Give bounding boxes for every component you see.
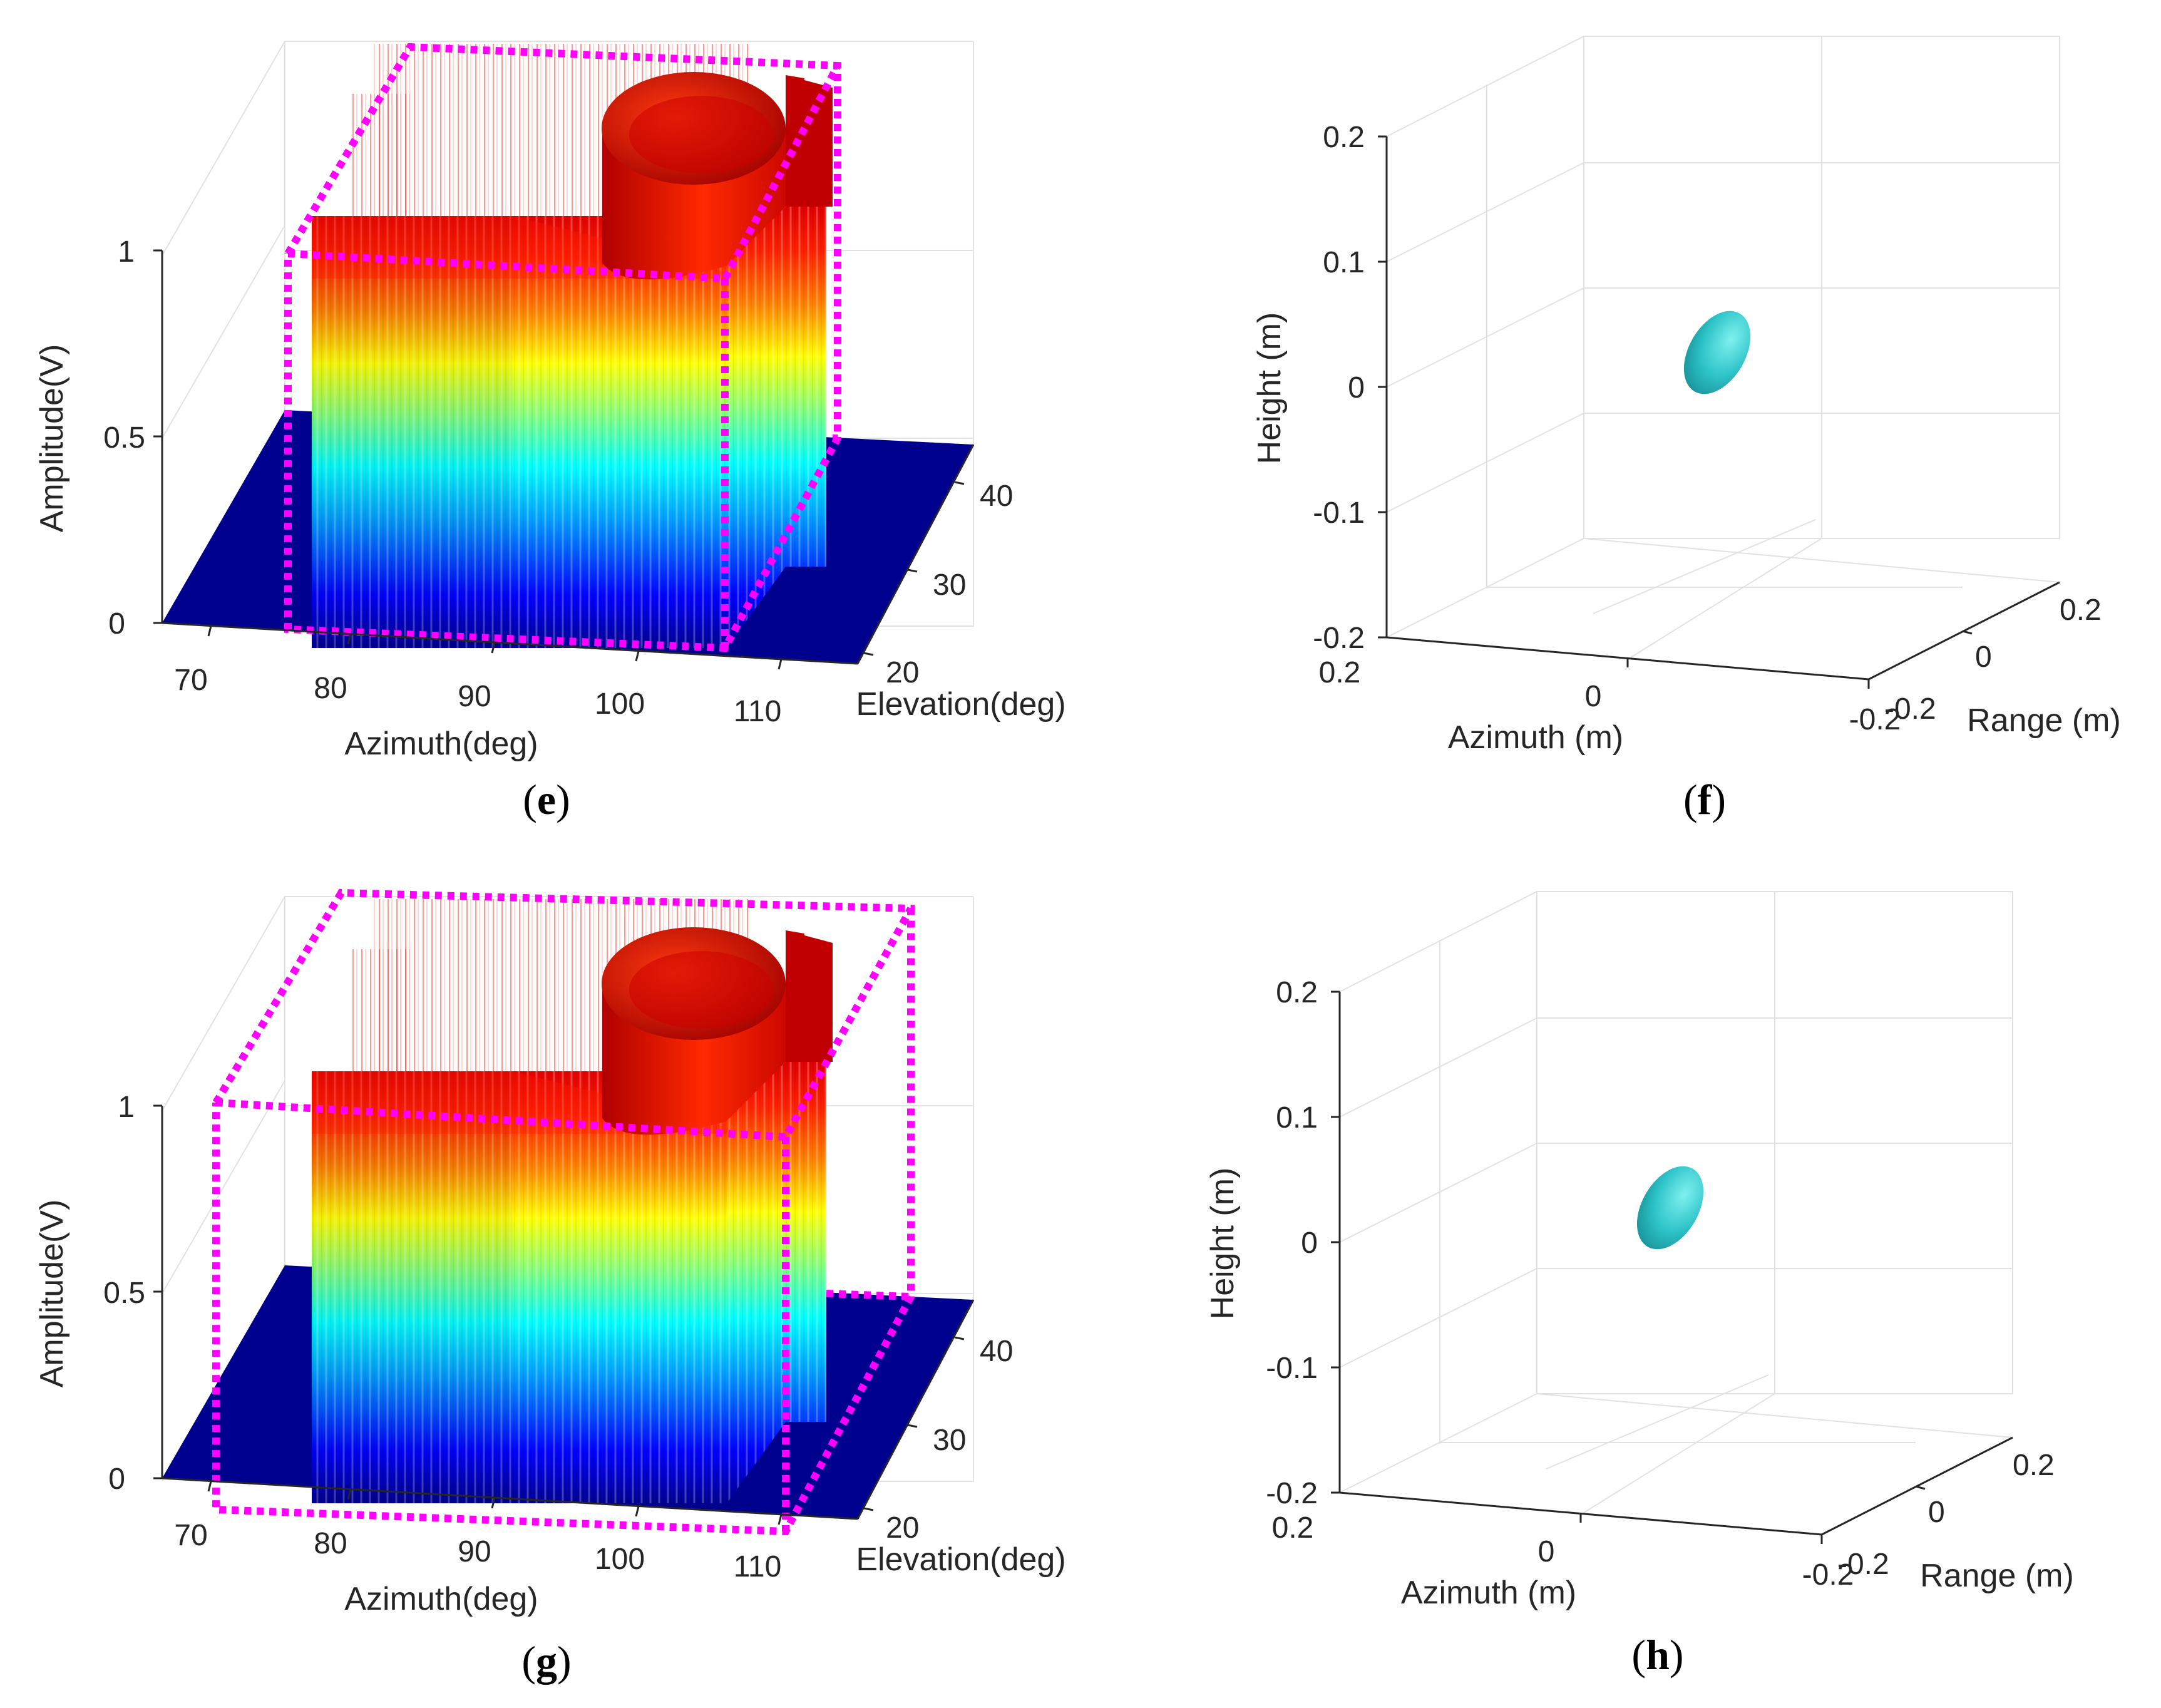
panel-h-axes — [1331, 990, 2013, 1544]
panel-h-grid — [1339, 891, 2013, 1535]
panel-g-highlight-box — [212, 888, 915, 1536]
panel-f-target-ellipsoid — [1683, 311, 1751, 394]
tick-label: 30 — [933, 1424, 966, 1457]
tick-label: 0 — [108, 1463, 125, 1496]
panel-h-target-ellipsoid — [1636, 1166, 1704, 1250]
panel-e-axes — [153, 249, 975, 670]
tick-label: 90 — [458, 680, 491, 713]
tick-label: 0 — [1348, 371, 1365, 404]
tick-label: -0.2 — [1884, 692, 1936, 726]
tick-label: -0.2 — [1802, 1558, 1854, 1592]
panel-g-axes — [153, 1104, 975, 1525]
tick-label: -0.1 — [1313, 496, 1365, 530]
panel-f: -0.2 -0.1 0 0.1 0.2 0.2 0 -0.2 -0.2 0 0.… — [1251, 36, 2121, 823]
tick-label: 40 — [980, 480, 1013, 513]
tick-label: 80 — [314, 672, 347, 705]
panel-e-zlabel: Amplitude(V) — [34, 344, 70, 533]
panel-f-z-ticks: -0.2 -0.1 0 0.1 0.2 — [1313, 121, 1365, 655]
tick-label: 0 — [1585, 680, 1602, 713]
panel-f-ylabel: Range (m) — [1967, 702, 2121, 739]
panel-g-zlabel: Amplitude(V) — [34, 1200, 70, 1388]
panel-h-ylabel: Range (m) — [1920, 1558, 2074, 1594]
tick-label: 0 — [108, 607, 125, 640]
tick-label: 0 — [1538, 1535, 1555, 1568]
panel-e-caption: (e) — [523, 776, 570, 823]
tick-label: 0.2 — [1323, 121, 1365, 154]
tick-label: 70 — [174, 1519, 207, 1552]
tick-label: 80 — [314, 1527, 347, 1560]
tick-label: 0.5 — [103, 1277, 145, 1310]
tick-label: 0.2 — [1272, 1511, 1314, 1545]
tick-label: 20 — [886, 1511, 919, 1545]
tick-label: 0 — [1928, 1496, 1945, 1529]
panel-e-y-ticks: 20 30 40 — [886, 480, 1013, 689]
tick-label: 0.2 — [2013, 1449, 2055, 1482]
tick-label: 40 — [980, 1335, 1013, 1368]
panel-e-ghost-left — [351, 94, 410, 216]
panel-h-x-ticks: 0.2 0 -0.2 — [1272, 1511, 1854, 1592]
tick-label: 0.1 — [1323, 246, 1365, 279]
panel-g-z-ticks: 0 0.5 1 — [103, 1091, 145, 1496]
tick-label: -0.2 — [1849, 703, 1901, 736]
panel-f-grid — [1386, 36, 2060, 680]
panel-g-y-ticks: 20 30 40 — [886, 1335, 1013, 1545]
panel-h-xlabel: Azimuth (m) — [1401, 1575, 1576, 1611]
panel-e-ylabel: Elevation(deg) — [856, 686, 1065, 723]
tick-label: 0 — [1975, 640, 1992, 674]
panel-e-x-ticks: 70 80 90 100 110 — [174, 664, 781, 728]
panel-f-caption: (f) — [1683, 776, 1726, 823]
tick-label: 0.2 — [1319, 656, 1361, 689]
tick-label: 90 — [458, 1535, 491, 1568]
panel-g-ylabel: Elevation(deg) — [856, 1541, 1065, 1578]
panel-g-ghost-left — [351, 949, 410, 1071]
tick-label: 0 — [1301, 1227, 1318, 1260]
panel-f-axes — [1378, 135, 2060, 689]
panel-g-xlabel: Azimuth(deg) — [344, 1581, 538, 1617]
panel-e: 0 0.5 1 70 80 90 100 110 20 30 40 Amplit… — [34, 41, 1066, 823]
tick-label: -0.2 — [1837, 1548, 1889, 1581]
tick-label: 110 — [734, 695, 782, 728]
tick-label: 0.5 — [103, 421, 145, 455]
panel-h-zlabel: Height (m) — [1204, 1168, 1241, 1320]
panel-e-highlight-box — [284, 43, 841, 652]
panel-g-x-ticks: 70 80 90 100 110 — [174, 1519, 781, 1583]
tick-label: 70 — [174, 664, 207, 697]
panel-f-xlabel: Azimuth (m) — [1448, 719, 1623, 756]
tick-label: 110 — [734, 1550, 782, 1583]
tick-label: -0.2 — [1313, 622, 1365, 655]
tick-label: 30 — [933, 568, 966, 602]
tick-label: 1 — [118, 235, 135, 269]
panel-f-zlabel: Height (m) — [1251, 312, 1288, 465]
panel-h-z-ticks: -0.2 -0.1 0 0.1 0.2 — [1266, 976, 1318, 1510]
tick-label: 100 — [595, 687, 645, 721]
panel-g: 0 0.5 1 70 80 90 100 110 20 30 40 Amplit… — [34, 888, 1066, 1685]
panel-f-x-ticks: 0.2 0 -0.2 — [1319, 656, 1901, 736]
panel-g-caption: (g) — [521, 1637, 571, 1685]
panel-h-y-ticks: -0.2 0 0.2 — [1837, 1449, 2055, 1581]
tick-label: -0.1 — [1266, 1352, 1318, 1385]
tick-label: 20 — [886, 656, 919, 689]
tick-label: 100 — [595, 1543, 645, 1576]
panel-f-y-ticks: -0.2 0 0.2 — [1884, 594, 2102, 726]
tick-label: 0.1 — [1276, 1101, 1318, 1134]
tick-label: 1 — [118, 1091, 135, 1124]
panel-h: -0.2 -0.1 0 0.1 0.2 0.2 0 -0.2 -0.2 0 0.… — [1204, 891, 2074, 1679]
tick-label: -0.2 — [1266, 1477, 1318, 1510]
panel-h-caption: (h) — [1631, 1631, 1683, 1679]
panel-e-z-ticks: 0 0.5 1 — [103, 235, 145, 640]
tick-label: 0.2 — [1276, 976, 1318, 1009]
panel-e-xlabel: Azimuth(deg) — [344, 726, 538, 762]
tick-label: 0.2 — [2060, 594, 2102, 627]
